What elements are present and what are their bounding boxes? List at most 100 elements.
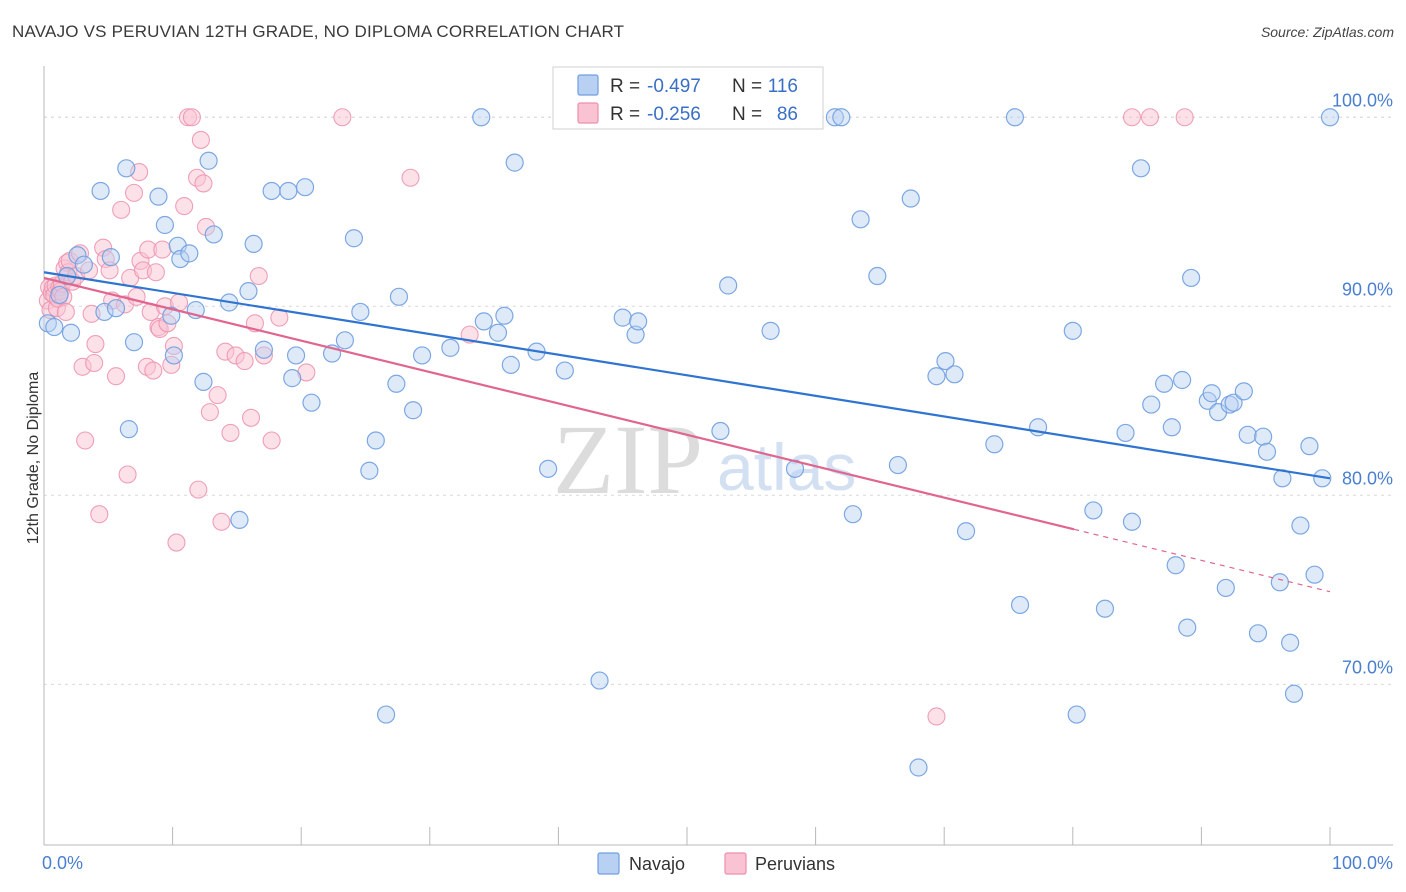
navajo-point-74 (927, 367, 946, 386)
legend-navajo-r-value: -0.497 (647, 76, 701, 97)
peruvian-point-30 (100, 261, 119, 280)
legend-navajo-swatch (577, 74, 599, 96)
navajo-point-76 (945, 365, 964, 384)
navajo-point-55 (539, 459, 558, 478)
navajo-point-56 (555, 361, 574, 380)
trend-lines (43, 271, 1331, 593)
navajo-point-14 (149, 187, 168, 206)
navajo-point-60 (629, 312, 648, 331)
navajo-point-93 (1173, 370, 1192, 390)
navajo-point-22 (194, 372, 213, 391)
navajo-point-32 (283, 369, 302, 388)
y-tick-label-70: 70.0% (1342, 657, 1393, 677)
navajo-point-29 (254, 340, 274, 359)
navajo-point-34 (295, 178, 315, 197)
navajo-point-101 (1224, 393, 1243, 412)
navajo-point-33 (286, 346, 306, 365)
navajo-point-58 (613, 308, 632, 327)
navajo-point-110 (1284, 684, 1304, 703)
navajo-point-70 (868, 266, 887, 286)
navajo-point-38 (344, 229, 364, 248)
navajo-point-99 (1216, 578, 1235, 598)
navajo-point-11 (117, 159, 136, 178)
source-label: Source: ZipAtlas.com (1260, 24, 1394, 40)
navajo-point-104 (1248, 624, 1268, 643)
peruvian-point-53 (164, 336, 183, 356)
peruvian-point-65 (208, 386, 227, 405)
navajo-point-103 (1238, 425, 1257, 444)
navajo-point-64 (761, 321, 780, 340)
navajo-point-20 (180, 244, 199, 263)
y-tick-label-100: 100.0% (1332, 90, 1393, 110)
navajo-point-92 (1166, 556, 1185, 575)
navajo-point-69 (851, 210, 870, 229)
legend-peruvian-r-label: R = (610, 104, 640, 125)
navajo-point-85 (1095, 599, 1115, 618)
navajo-point-1 (45, 317, 64, 337)
peruvian-point-63 (196, 217, 216, 236)
navajo-point-114 (1313, 469, 1332, 488)
navajo-point-88 (1131, 159, 1151, 178)
navajo-point-95 (1182, 268, 1201, 288)
chart-title: NAVAJO VS PERUVIAN 12TH GRADE, NO DIPLOM… (12, 22, 625, 41)
bottom-legend-peruvians-swatch (724, 852, 747, 875)
navajo-points (38, 108, 1340, 777)
peruvian-point-22 (76, 431, 95, 450)
navajo-point-5 (68, 246, 87, 265)
peruvian-point-20 (70, 244, 90, 263)
navajo-point-48 (472, 108, 491, 127)
navajo-point-51 (495, 306, 514, 325)
navajo-point-90 (1155, 374, 1174, 393)
peruvian-point-58 (182, 108, 201, 127)
navajo-point-91 (1162, 418, 1181, 437)
navajo-point-111 (1291, 516, 1310, 535)
peruvian-point-35 (118, 465, 137, 484)
navajo-point-68 (843, 505, 862, 524)
axes (43, 66, 1393, 846)
navajo-point-113 (1305, 565, 1324, 584)
y-tick-label-80: 80.0% (1342, 468, 1393, 488)
navajo-point-77 (956, 522, 976, 541)
bottom-legend-navajo-swatch (597, 852, 620, 875)
navajo-point-71 (888, 455, 908, 475)
navajo-point-59 (626, 325, 645, 344)
x-tick-label-min: 0.0% (42, 853, 83, 873)
peruvian-point-54 (167, 533, 186, 552)
navajo-point-43 (387, 374, 406, 393)
y-tick-labels: 70.0% 80.0% 90.0% 100.0% (1332, 90, 1393, 677)
peruvian-point-75 (262, 431, 281, 450)
peruvian-point-64 (200, 403, 219, 422)
legend-peruvian-n-label: N = (732, 104, 762, 125)
navajo-point-115 (1320, 108, 1340, 127)
navajo-point-73 (909, 758, 928, 777)
navajo-point-37 (335, 331, 355, 350)
navajo-point-50 (488, 323, 508, 342)
navajo-point-16 (162, 306, 181, 325)
navajo-point-102 (1234, 382, 1253, 401)
peruvian-point-37 (124, 183, 144, 202)
navajo-point-87 (1122, 512, 1142, 531)
bottom-legend-navajo-label: Navajo (629, 854, 685, 874)
peruvian-point-14 (56, 302, 75, 322)
watermark: ZIP atlas (553, 404, 856, 515)
navajo-point-40 (360, 461, 379, 480)
x-tick-label-max: 100.0% (1332, 853, 1393, 873)
navajo-point-10 (106, 299, 126, 318)
peruvian-point-79 (401, 168, 420, 187)
peruvian-point-73 (249, 266, 268, 286)
navajo-point-6 (74, 255, 93, 274)
navajo-point-49 (474, 312, 493, 331)
navajo-point-62 (719, 276, 738, 295)
navajo-point-72 (901, 189, 920, 208)
navajo-point-78 (985, 435, 1004, 454)
navajo-point-80 (1010, 595, 1030, 615)
navajo-point-27 (239, 282, 258, 301)
legend-peruvian-n-value: 86 (777, 104, 798, 125)
legend-navajo-n-value: 116 (768, 76, 798, 97)
peruvian-point-78 (333, 108, 352, 127)
y-tick-label-90: 90.0% (1342, 279, 1393, 299)
navajo-point-83 (1067, 705, 1086, 724)
navajo-point-23 (199, 151, 218, 170)
peruvian-point-25 (85, 353, 104, 373)
peruvian-point-71 (241, 408, 261, 427)
